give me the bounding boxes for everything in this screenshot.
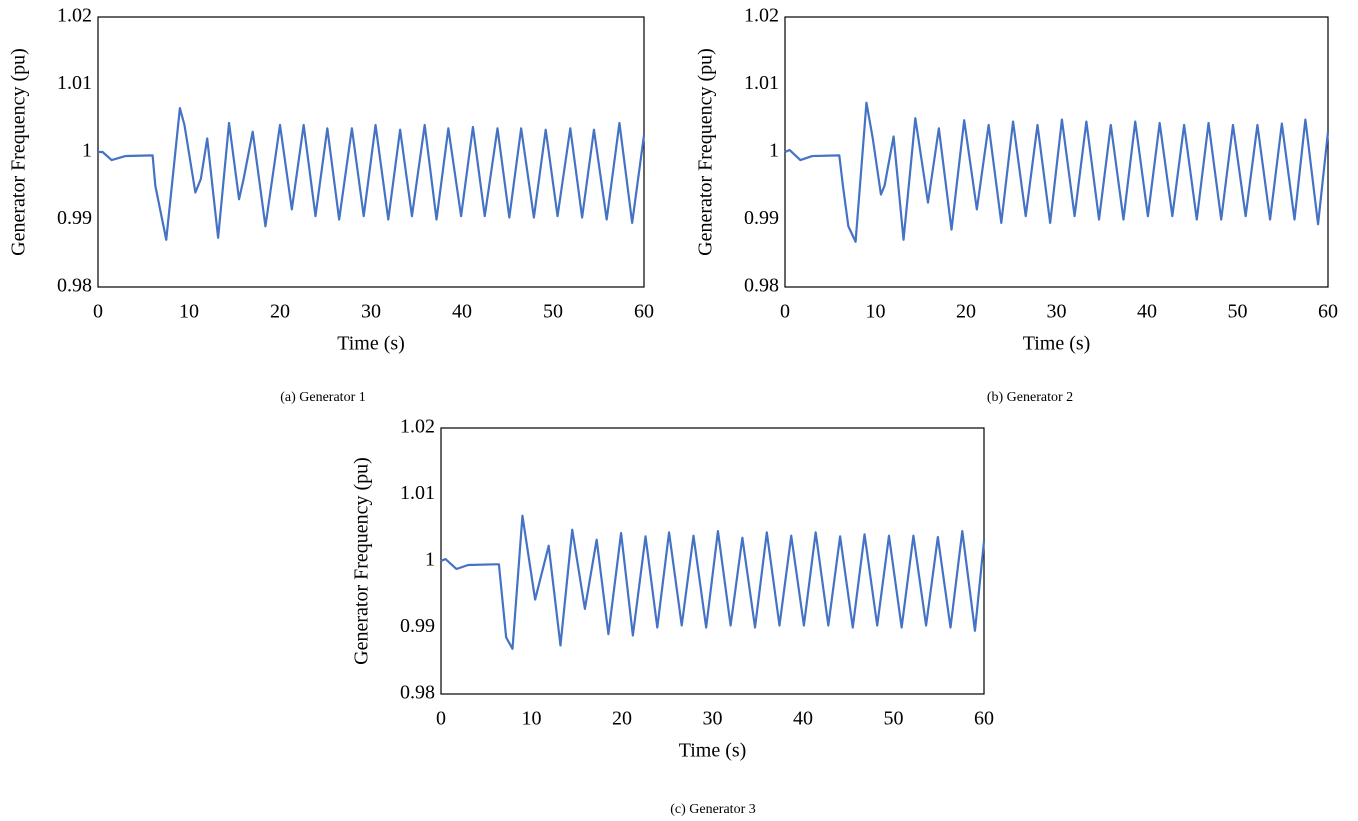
x-tick-label: 50: [543, 301, 563, 323]
y-tick-label: 0.98: [744, 275, 779, 297]
y-axis-label: Generator Frequency (pu): [695, 48, 717, 256]
line: [98, 107, 646, 241]
y-tick-label: 1.02: [400, 416, 435, 438]
y-tick-label: 1.01: [57, 72, 92, 94]
plot-frame: [784, 16, 1329, 288]
y-axis-label: Generator Frequency (pu): [351, 457, 373, 665]
y-tick-label: 1.01: [744, 72, 779, 94]
x-tick-label: 20: [956, 301, 976, 323]
y-tick-label: 1: [82, 140, 92, 162]
x-tick-label: 20: [612, 708, 632, 730]
x-tick-label: 30: [361, 301, 381, 323]
x-axis-label: Time (s): [679, 740, 747, 762]
chart: 0.98 0.99 1 1.01 1.02 0 10 20 30 40 50 60 Time (s) Ge…: [8, 5, 654, 406]
x-axis-label: Time (s): [1023, 333, 1091, 355]
chart: 0.98 0.99 1 1.01 1.02 0 10 20 30 40 50 60 Time (s) Ge…: [695, 5, 1338, 406]
caption: (b) Generator 2: [987, 390, 1073, 405]
line: [440, 514, 986, 650]
caption: (a) Generator 1: [280, 390, 366, 405]
y-tick-label: 0.99: [744, 207, 779, 229]
x-tick-label: 0: [780, 301, 790, 323]
x-tick-label: 60: [974, 708, 994, 730]
x-tick-label: 60: [1318, 301, 1338, 323]
y-tick-label: 1: [425, 549, 435, 571]
y-tick-label: 1: [769, 140, 779, 162]
plot-frame: [440, 427, 985, 695]
x-tick-label: 10: [866, 301, 886, 323]
y-tick-label: 1.02: [57, 5, 92, 27]
x-tick-label: 10: [522, 708, 542, 730]
y-tick-label: 0.98: [400, 682, 435, 704]
x-tick-label: 40: [1137, 301, 1157, 323]
x-tick-label: 40: [793, 708, 813, 730]
x-tick-label: 0: [436, 708, 446, 730]
x-tick-label: 50: [1228, 301, 1248, 323]
y-tick-label: 1.01: [400, 482, 435, 504]
x-tick-label: 50: [884, 708, 904, 730]
caption: (c) Generator 3: [670, 802, 756, 817]
y-tick-label: 0.98: [57, 275, 92, 297]
x-tick-label: 10: [179, 301, 199, 323]
y-tick-label: 0.99: [57, 207, 92, 229]
y-tick-label: 0.99: [400, 615, 435, 637]
x-tick-label: 60: [634, 301, 654, 323]
x-tick-label: 40: [452, 301, 472, 323]
x-tick-label: 20: [270, 301, 290, 323]
x-tick-label: 30: [1047, 301, 1067, 323]
x-tick-label: 0: [93, 301, 103, 323]
y-axis-label: Generator Frequency (pu): [8, 48, 30, 256]
line: [784, 101, 1330, 243]
x-tick-label: 30: [703, 708, 723, 730]
chart: 0.98 0.99 1 1.01 1.02 0 10 20 30 40 50 60 Time (s) Ge…: [351, 416, 994, 818]
y-tick-label: 1.02: [744, 5, 779, 27]
x-axis-label: Time (s): [337, 333, 405, 355]
